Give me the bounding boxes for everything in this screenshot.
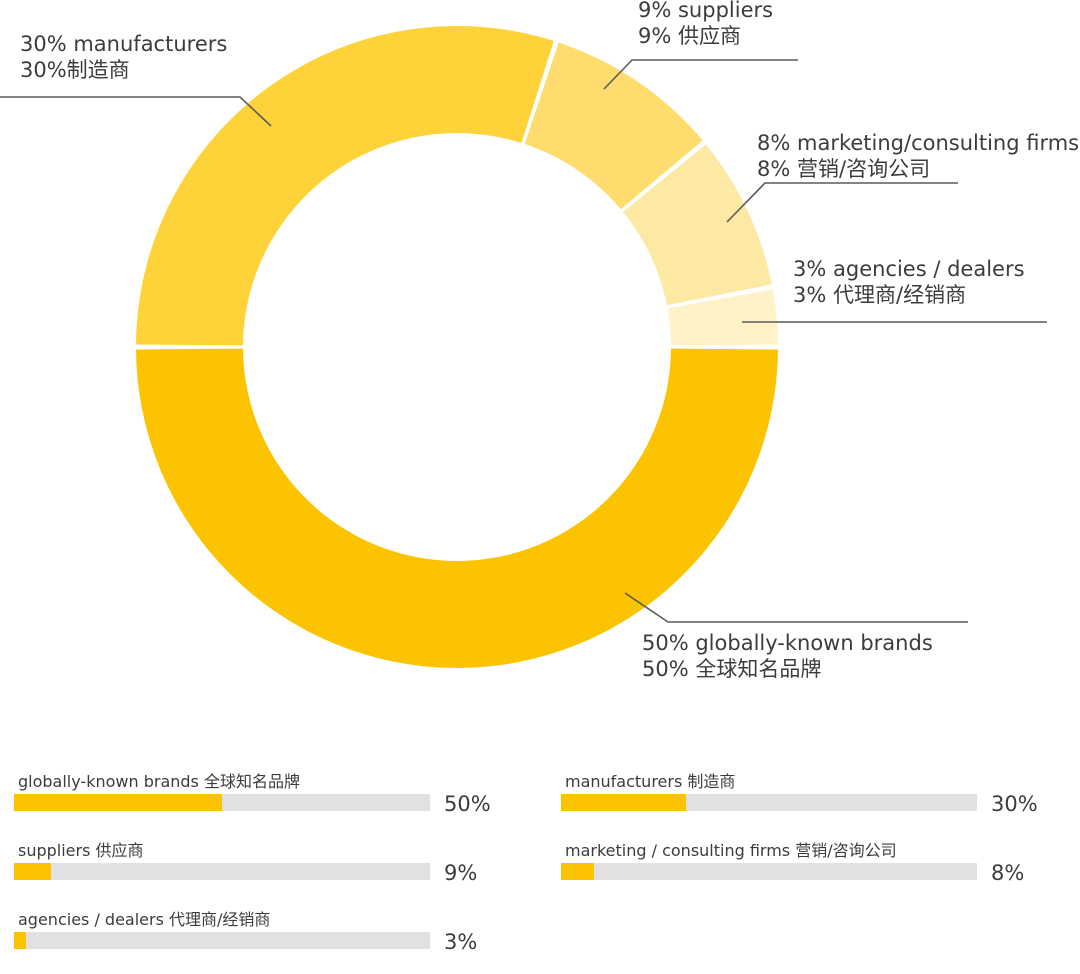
donut-slice-agencies-dealers [667,289,778,346]
bar-percent: 9% [444,861,478,885]
callout-globally-known-brands: 50% globally-known brands 50% 全球知名品牌 [642,630,933,682]
leader-line-marketing-consulting [726,182,958,223]
bar-track [14,863,430,880]
callout-line-zh: 50% 全球知名品牌 [642,657,822,681]
leader-line-manufacturers [0,96,272,127]
bar-label: suppliers 供应商 [18,841,144,860]
callout-line-en: 9% suppliers [638,0,774,22]
bar-fill [561,794,686,811]
bar-fill [14,863,52,880]
callout-manufacturers: 30% manufacturers 30%制造商 [20,31,227,83]
bar-track [561,863,977,880]
bar-percent: 50% [444,792,491,816]
donut-chart [0,25,1047,668]
donut-slice-marketing-consulting [622,144,772,306]
callout-line-zh: 30%制造商 [20,58,130,82]
bar-fill [561,863,595,880]
donut-slice-manufacturers [136,25,554,346]
callout-line-en: 3% agencies / dealers [793,257,1025,281]
bar-track [14,794,430,811]
bar-percent: 30% [991,792,1038,816]
bar-row-manufacturers: manufacturers 制造商 30% [561,772,1041,836]
callout-marketing-consulting: 8% marketing/consulting firms 8% 营销/咨询公司 [757,130,1079,182]
bar-percent: 8% [991,861,1025,885]
bar-track [14,932,430,949]
callout-line-zh: 3% 代理商/经销商 [793,283,967,307]
bar-track [561,794,977,811]
bar-label: globally-known brands 全球知名品牌 [18,772,300,791]
bar-row-globally-known-brands: globally-known brands 全球知名品牌 50% [14,772,494,836]
donut-slice-globally-known-brands [136,348,778,668]
bar-label: marketing / consulting firms 营销/咨询公司 [565,841,897,860]
bar-row-marketing-consulting: marketing / consulting firms 营销/咨询公司 8% [561,841,1041,905]
bar-fill [14,932,27,949]
callout-line-zh: 8% 营销/咨询公司 [757,157,931,181]
bar-label: manufacturers 制造商 [565,772,736,791]
callout-agencies-dealers: 3% agencies / dealers 3% 代理商/经销商 [793,256,1025,308]
bar-percent: 3% [444,930,478,954]
callout-line-en: 8% marketing/consulting firms [757,131,1080,155]
bar-row-suppliers: suppliers 供应商 9% [14,841,494,905]
leader-line-globally-known-brands [624,592,968,623]
callout-suppliers: 9% suppliers 9% 供应商 [638,0,773,49]
callout-line-zh: 9% 供应商 [638,24,741,48]
bar-fill [14,794,222,811]
bar-row-agencies-dealers: agencies / dealers 代理商/经销商 3% [14,910,494,974]
callout-line-en: 30% manufacturers [20,32,228,56]
leader-line-suppliers [603,59,798,90]
callout-line-en: 50% globally-known brands [642,631,933,655]
donut-slice-suppliers [524,42,703,210]
bar-label: agencies / dealers 代理商/经销商 [18,910,271,929]
